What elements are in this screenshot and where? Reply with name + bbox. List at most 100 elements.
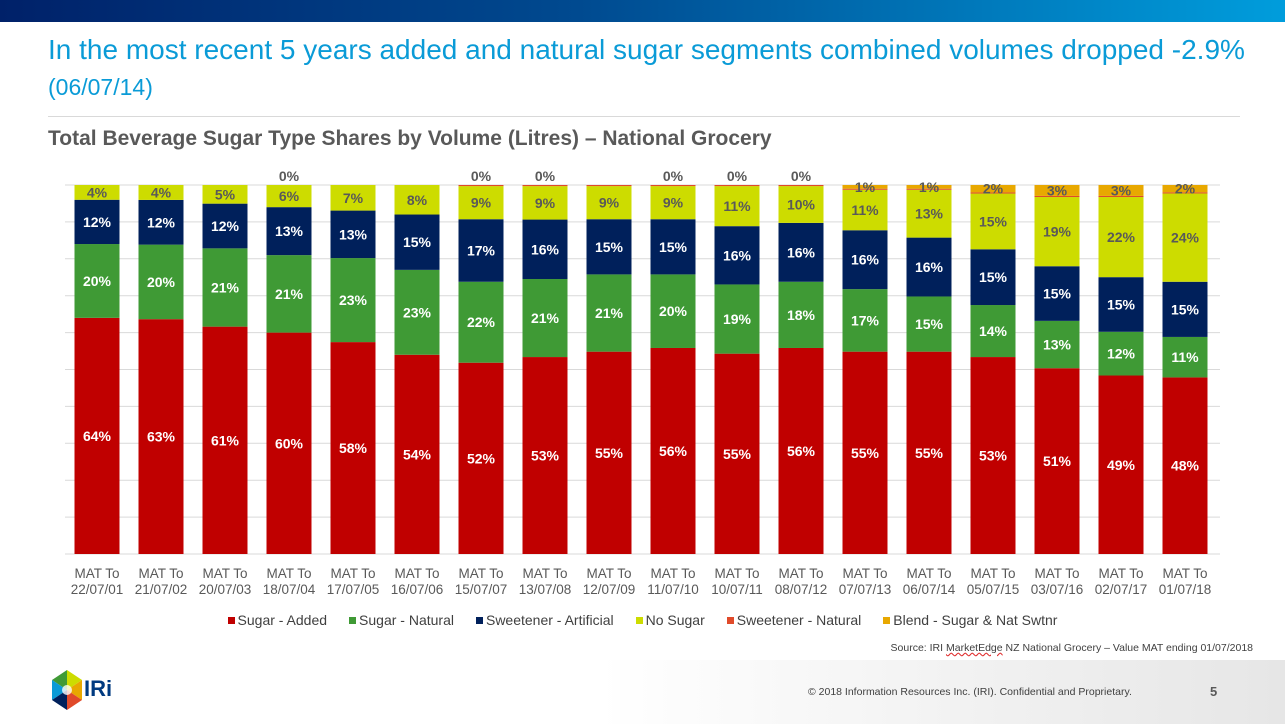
data-label: 16%: [851, 252, 880, 268]
bar-segment: [394, 354, 440, 554]
bar-segment: [778, 281, 824, 348]
data-label: 13%: [1043, 337, 1072, 353]
legend-label: No Sugar: [645, 612, 705, 628]
data-label: 16%: [531, 241, 560, 257]
bar-segment: [1098, 331, 1144, 376]
bar-segment: [394, 185, 440, 215]
bar-segment: [458, 281, 504, 363]
data-label: 20%: [83, 273, 112, 289]
bar-segment: [714, 185, 760, 187]
bar-segment: [202, 248, 248, 327]
bar-segment: [1098, 185, 1144, 196]
copyright: © 2018 Information Resources Inc. (IRI).…: [808, 686, 1132, 698]
x-tick-label: MAT To 05/07/15: [967, 566, 1020, 597]
x-tick-label: MAT To 22/07/01: [71, 566, 124, 597]
bar-segment: [202, 203, 248, 249]
data-label: 56%: [787, 443, 816, 459]
data-label: 56%: [659, 443, 688, 459]
bar-segment: [650, 274, 696, 348]
legend-swatch: [726, 616, 734, 624]
bar-segment: [522, 185, 568, 187]
data-label: 2%: [1175, 181, 1196, 197]
data-label: 15%: [1043, 286, 1072, 302]
footer-background: [600, 660, 1285, 724]
data-label: 14%: [979, 323, 1008, 339]
bar-segment: [1162, 185, 1208, 193]
bar-segment: [586, 219, 632, 275]
data-label: 11%: [723, 198, 751, 214]
data-label: 49%: [1107, 457, 1136, 473]
bar-segment: [906, 296, 952, 352]
data-label: 9%: [535, 195, 556, 211]
legend-swatch: [349, 616, 357, 624]
data-label: 12%: [1107, 346, 1136, 362]
data-label: 21%: [595, 305, 624, 321]
legend-item: Sugar - Natural: [349, 612, 454, 628]
legend-swatch: [883, 616, 891, 624]
data-label: 17%: [851, 312, 880, 328]
x-tick-label: MAT To 16/07/06: [391, 566, 444, 597]
bar-segment: [1098, 195, 1144, 198]
data-label: 10%: [787, 196, 816, 212]
bar-segment: [266, 185, 312, 208]
data-label: 1%: [919, 179, 940, 195]
bar-segment: [1034, 266, 1080, 321]
data-label: 0%: [663, 168, 684, 184]
data-label: 15%: [659, 239, 688, 255]
source-brand: MarketEdge: [945, 642, 1003, 654]
legend-item: Sweetener - Natural: [726, 612, 862, 628]
bar-segment: [650, 185, 696, 187]
data-label: 19%: [723, 311, 752, 327]
bar-segment: [138, 319, 184, 554]
bar-segment: [138, 199, 184, 245]
bar-segment: [330, 258, 376, 343]
bar-segment: [842, 189, 888, 231]
stacked-bar-chart: 64% 20% 12% 4% MAT To 22/07/01 63% 20% 12% 4% MAT …: [65, 168, 1220, 597]
data-label: 23%: [403, 304, 432, 320]
data-label: 24%: [1171, 230, 1200, 246]
bar-segment: [1034, 368, 1080, 554]
bar-segment: [970, 192, 1016, 194]
bar-segment: [1162, 377, 1208, 554]
legend-label: Sweetener - Artificial: [485, 612, 614, 628]
bar-segment: [1034, 197, 1080, 267]
data-label: 20%: [147, 274, 176, 290]
bar-segment: [266, 332, 312, 554]
bar-segment: [74, 317, 120, 554]
data-label: 21%: [531, 310, 560, 326]
x-tick-label: MAT To 20/07/03: [199, 566, 252, 597]
data-label: 18%: [787, 307, 816, 323]
data-label: 3%: [1047, 182, 1068, 198]
bar-segment: [458, 362, 504, 554]
bar-segment: [842, 289, 888, 352]
data-label: 4%: [151, 184, 172, 200]
data-label: 12%: [83, 214, 112, 230]
legend-label: Sugar - Added: [237, 612, 328, 628]
legend-swatch: [475, 616, 483, 624]
data-label: 16%: [723, 247, 752, 263]
bar-segment: [1034, 185, 1080, 196]
bar-segment: [586, 185, 632, 187]
data-label: 0%: [535, 168, 556, 184]
bar-segment: [586, 186, 632, 220]
data-label: 55%: [915, 445, 944, 461]
bar-segment: [330, 185, 376, 211]
legend-swatch: [227, 616, 235, 624]
bar-segment: [842, 185, 888, 189]
chart-legend: Sugar - Added Sugar - Natural Sweetener - …: [0, 612, 1285, 628]
legend-swatch: [635, 616, 643, 624]
x-tick-label: MAT To 03/07/16: [1031, 566, 1084, 597]
data-label: 0%: [727, 168, 748, 184]
bar-segment: [842, 230, 888, 290]
bar-segment: [330, 342, 376, 554]
slide-title: In the most recent 5 years added and nat…: [48, 32, 1248, 105]
data-label: 21%: [275, 286, 304, 302]
data-label: 15%: [979, 213, 1008, 229]
chart-title: Total Beverage Sugar Type Shares by Volu…: [48, 127, 772, 150]
data-label: 64%: [83, 428, 112, 444]
legend-item: Blend - Sugar & Nat Swtnr: [883, 612, 1057, 628]
data-label: 23%: [339, 292, 368, 308]
legend-label: Blend - Sugar & Nat Swtnr: [893, 612, 1058, 628]
legend-label: Sweetener - Natural: [736, 612, 862, 628]
bar-segment: [1098, 197, 1144, 278]
